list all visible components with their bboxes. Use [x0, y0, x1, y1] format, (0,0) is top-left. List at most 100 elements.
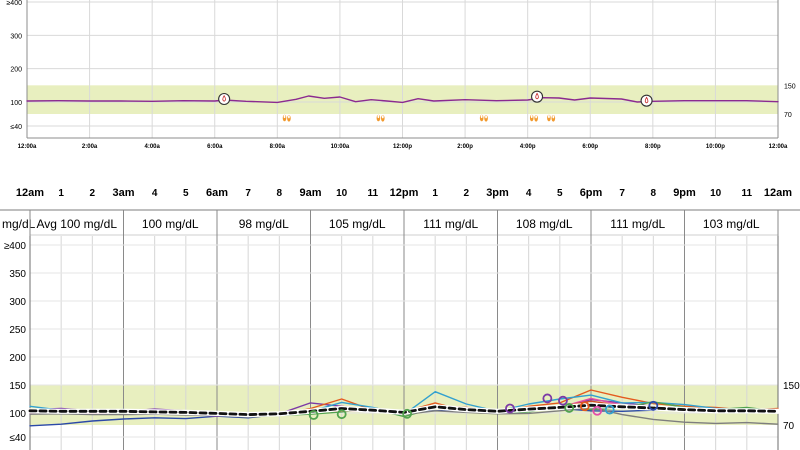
y-tick-label: 100	[9, 409, 26, 420]
hour-label: 7	[245, 188, 251, 199]
blood-drop-icon	[222, 94, 226, 102]
right-range-label: 70	[784, 112, 792, 119]
time-tick-label: 10:00a	[331, 144, 350, 150]
footstep-gap	[381, 115, 384, 119]
footstep-gap	[377, 114, 380, 119]
event-circle-marker	[308, 410, 319, 420]
y-tick-label: 300	[10, 33, 22, 40]
y-tick-label: 300	[9, 297, 26, 308]
blood-drop-icon	[644, 96, 649, 104]
hour-label: 4	[152, 188, 158, 199]
hour-label: 12pm	[390, 187, 419, 199]
footsteps-icon	[547, 114, 556, 122]
period-average-label: 100 mg/dL	[142, 217, 199, 231]
event-marker-circle	[640, 94, 653, 107]
hour-label: 1	[432, 188, 438, 199]
footstep-gap	[485, 115, 487, 119]
period-average-label: 103 mg/dL	[703, 217, 760, 231]
footstep-gap	[288, 115, 290, 119]
hour-label: 12am	[764, 187, 792, 199]
overlay-glucose-chart: 12am 1 2 3am 4 5 6am 7 8 9am 10 11 12pm 1 2 3pm 4 5 6pm 7 8 9…	[0, 187, 800, 450]
period-average-label: 98 mg/dL	[239, 217, 289, 231]
event-marker-icon	[531, 90, 544, 103]
hour-label: 6pm	[580, 187, 603, 199]
time-tick-label: 8:00p	[645, 144, 661, 150]
footsteps-icon	[376, 114, 385, 122]
event-marker-icon	[218, 92, 231, 106]
footstep-gap	[530, 114, 533, 119]
footstep-gap	[548, 114, 550, 119]
y-tick-label: ≥400	[4, 241, 27, 252]
time-tick-label: 2:00a	[82, 144, 98, 150]
period-average-label: 111 mg/dL	[423, 217, 478, 231]
time-tick-label: 12:00a	[18, 144, 37, 150]
y-tick-label: 150	[9, 381, 26, 392]
hour-label: 1	[58, 188, 64, 199]
event-circle-marker	[336, 409, 347, 420]
y-tick-label: 250	[9, 325, 26, 336]
y-tick-label: ≤40	[10, 124, 22, 131]
y-tick-label: ≤40	[9, 433, 26, 444]
hour-label: 10	[710, 188, 722, 199]
hour-label: 8	[651, 188, 657, 199]
footstep-gap	[480, 114, 483, 119]
right-range-label: 150	[784, 83, 796, 90]
hour-label: 12am	[16, 187, 44, 199]
time-tick-label: 4:00p	[520, 144, 536, 150]
hour-label: 3am	[112, 187, 134, 199]
right-range-label: 70	[783, 421, 795, 432]
hour-label: 9pm	[673, 187, 696, 199]
event-circle-marker	[648, 400, 659, 411]
time-tick-label: 8:00a	[270, 144, 286, 150]
y-tick-label: ≥400	[6, 0, 22, 7]
y-tick-label: 200	[9, 353, 26, 364]
daily-glucose-line	[26, 95, 779, 104]
footsteps-icon	[479, 114, 488, 122]
footsteps-icon	[529, 114, 538, 122]
event-circle-marker	[558, 395, 568, 406]
blood-drop-icon	[535, 92, 539, 100]
hour-label: 5	[557, 188, 563, 199]
time-tick-label: 12:00a	[769, 144, 788, 150]
hour-label: 2	[90, 188, 96, 199]
event-marker-circle	[218, 92, 231, 106]
hour-label: 2	[464, 188, 470, 199]
hour-label: 8	[277, 188, 283, 199]
footstep-gap	[552, 115, 555, 119]
y-tick-label: 100	[10, 100, 22, 107]
time-tick-label: 12:00p	[393, 144, 412, 150]
time-tick-label: 6:00a	[207, 144, 223, 150]
event-marker-circle	[531, 90, 544, 103]
event-circle-marker	[564, 403, 575, 413]
right-range-label: 150	[783, 381, 800, 392]
event-circle-marker	[604, 404, 615, 415]
event-circle-marker	[592, 405, 603, 416]
event-circle-marker	[542, 393, 553, 404]
footstep-gap	[535, 115, 538, 119]
time-tick-label: 10:00p	[706, 144, 725, 150]
hour-label: 11	[742, 188, 753, 199]
hour-label: 4	[526, 188, 532, 199]
footsteps-icon	[282, 114, 291, 122]
event-marker-icon	[640, 94, 653, 107]
time-tick-label: 4:00a	[144, 144, 160, 150]
units-label: mg/dL	[2, 217, 36, 231]
time-tick-label: 2:00p	[457, 144, 473, 150]
y-tick-label: 200	[10, 67, 22, 74]
y-tick-label: 350	[9, 269, 26, 280]
time-tick-label: 6:00p	[582, 144, 598, 150]
period-average-label: 108 mg/dL	[516, 217, 573, 231]
event-circle-marker	[402, 408, 413, 419]
event-circle-marker	[505, 403, 515, 414]
hour-label: 11	[368, 188, 379, 199]
period-average-label: 105 mg/dL	[329, 217, 386, 231]
hour-label: 6am	[206, 187, 228, 199]
hour-label: 10	[336, 188, 348, 199]
footstep-gap	[283, 114, 286, 119]
event-circle-marker	[579, 401, 590, 412]
daily-glucose-chart: ≥400 300 200 100 ≤40 150 70 12:00a 2:00a 4:00a 6:0…	[6, 0, 796, 150]
hour-label: 5	[183, 188, 189, 199]
period-average-label: Avg 100 mg/dL	[36, 217, 117, 231]
